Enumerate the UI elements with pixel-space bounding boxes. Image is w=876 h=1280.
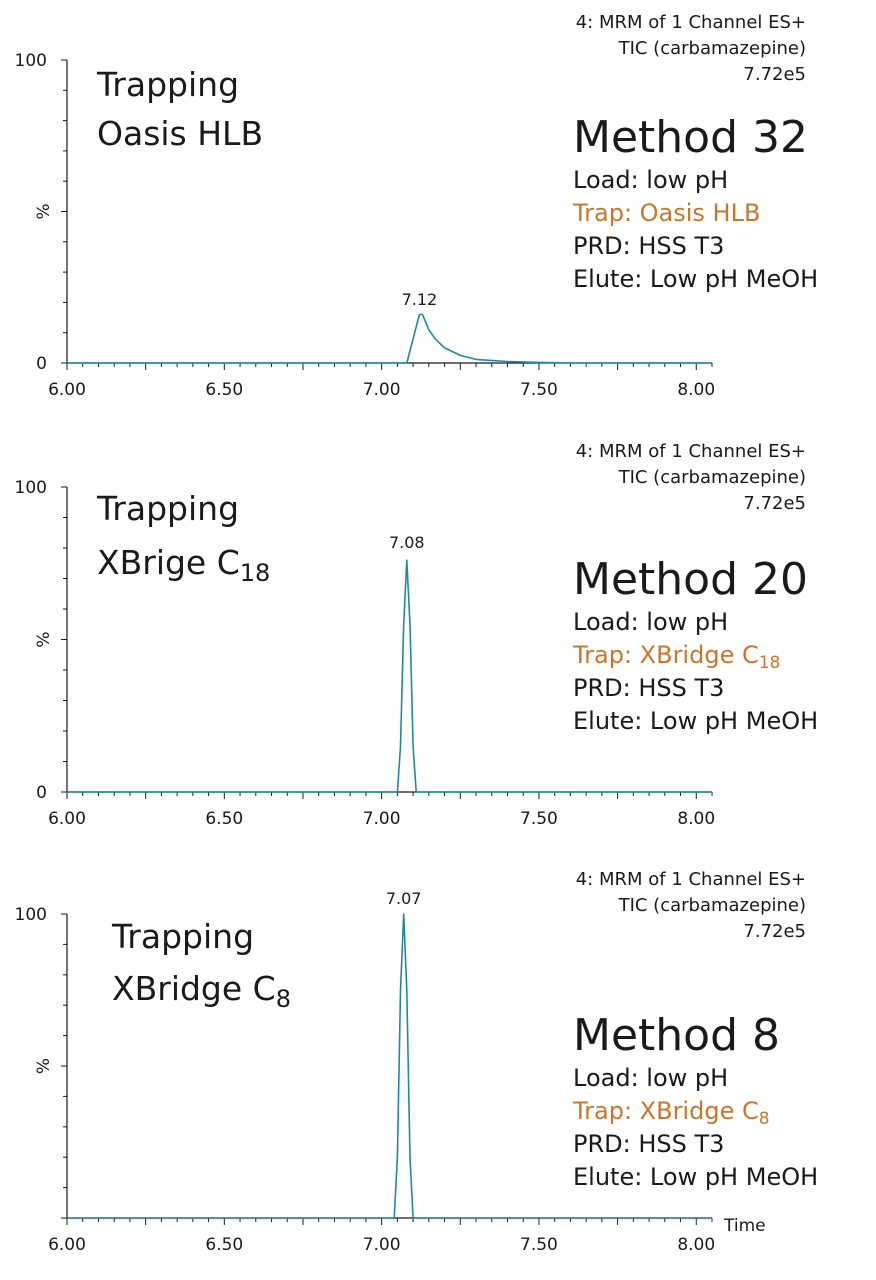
method-trap-subscript: 8: [759, 1109, 770, 1129]
method-trap: Trap: XBridge C8: [572, 1097, 770, 1129]
method-title: Method 8: [573, 1010, 780, 1061]
x-tick-label: 7.00: [363, 809, 401, 829]
x-tick-label: 6.50: [205, 809, 243, 829]
method-trap-subscript: 18: [759, 653, 781, 673]
method-trap: Trap: XBridge C18: [572, 641, 780, 673]
method-title: Method 32: [573, 112, 808, 163]
y-tick-label: 100: [15, 905, 47, 925]
trapping-column: XBrige C18: [97, 543, 270, 587]
method-elute: Elute: Low pH MeOH: [573, 265, 818, 293]
method-trap-main: Trap: XBridge C: [572, 641, 759, 669]
x-tick-label: 7.00: [363, 380, 401, 400]
header-line: 7.72e5: [743, 921, 806, 942]
trapping-label: Trapping: [96, 489, 239, 528]
chart-panel-3: 100% 6.00 6.50 7.00 7.50 8.00 Time 7.07 4: MRM o…: [15, 869, 819, 1255]
x-tick-label: 8.00: [677, 1235, 715, 1255]
chromatogram-trace: [67, 913, 712, 1219]
chromatogram-trace: [67, 559, 712, 793]
y-axis-label: %: [34, 631, 54, 647]
method-title: Method 20: [573, 554, 808, 605]
trapping-column: XBridge C8: [112, 969, 291, 1013]
x-tick-label: 8.00: [677, 809, 715, 829]
trapping-label: Trapping: [96, 65, 239, 104]
y-axis-label: %: [34, 203, 54, 219]
method-trap-main: Trap: XBridge C: [572, 1097, 759, 1125]
y-tick-label: 0: [36, 783, 47, 803]
trapping-column: Oasis HLB: [97, 114, 263, 153]
method-elute: Elute: Low pH MeOH: [573, 707, 818, 735]
peak-label: 7.07: [386, 889, 422, 908]
x-tick-label: 6.50: [205, 1235, 243, 1255]
x-tick-label: 6.50: [205, 380, 243, 400]
x-tick-label: 6.00: [48, 380, 86, 400]
method-load: Load: low pH: [573, 608, 728, 636]
header-line: 4: MRM of 1 Channel ES+: [576, 869, 806, 890]
method-prd: PRD: HSS T3: [573, 232, 724, 260]
x-tick-label: 7.00: [363, 1235, 401, 1255]
trapping-column-subscript: 18: [240, 559, 271, 587]
x-tick-label: 6.00: [48, 1235, 86, 1255]
y-axis-label: %: [34, 1058, 54, 1074]
x-tick-label: 7.50: [520, 380, 558, 400]
trapping-column-subscript: 8: [276, 985, 291, 1013]
trapping-column-main: XBridge C: [112, 969, 276, 1008]
y-tick-label: 100: [15, 478, 47, 498]
header-line: TIC (carbamazepine): [618, 895, 806, 916]
header-line: 7.72e5: [743, 493, 806, 514]
x-tick-label: 6.00: [48, 809, 86, 829]
method-prd: PRD: HSS T3: [573, 1130, 724, 1158]
method-trap: Trap: Oasis HLB: [572, 199, 760, 227]
trapping-column-main: XBrige C: [97, 543, 240, 582]
trapping-column-main: Oasis HLB: [97, 114, 263, 153]
header-line: 4: MRM of 1 Channel ES+: [576, 12, 806, 33]
x-tick-label: 8.00: [677, 380, 715, 400]
chromatogram-trace: [67, 313, 712, 364]
header-line: TIC (carbamazepine): [618, 467, 806, 488]
peak-label: 7.12: [402, 290, 438, 309]
method-load: Load: low pH: [573, 166, 728, 194]
method-prd: PRD: HSS T3: [573, 674, 724, 702]
x-tick-label: 7.50: [520, 809, 558, 829]
method-load: Load: low pH: [573, 1064, 728, 1092]
y-tick-label: 0: [36, 354, 47, 374]
method-elute: Elute: Low pH MeOH: [573, 1163, 818, 1191]
y-tick-label: 100: [15, 51, 47, 71]
header-line: 7.72e5: [743, 64, 806, 85]
chart-panel-2: 100 0% 6.00 6.50 7.00 7.50 8.00 7.08 4: MRM of 1…: [15, 441, 819, 829]
x-axis-label: Time: [723, 1216, 766, 1236]
method-trap-main: Trap: Oasis HLB: [572, 199, 760, 227]
trapping-label: Trapping: [111, 917, 254, 956]
header-line: TIC (carbamazepine): [618, 38, 806, 59]
x-tick-label: 7.50: [520, 1235, 558, 1255]
chart-panel-1: 100 0% 6.00 6.50 7.00 7.50 8.00 7.12 4: MRM of 1…: [15, 12, 819, 400]
peak-label: 7.08: [389, 533, 425, 552]
header-line: 4: MRM of 1 Channel ES+: [576, 441, 806, 462]
